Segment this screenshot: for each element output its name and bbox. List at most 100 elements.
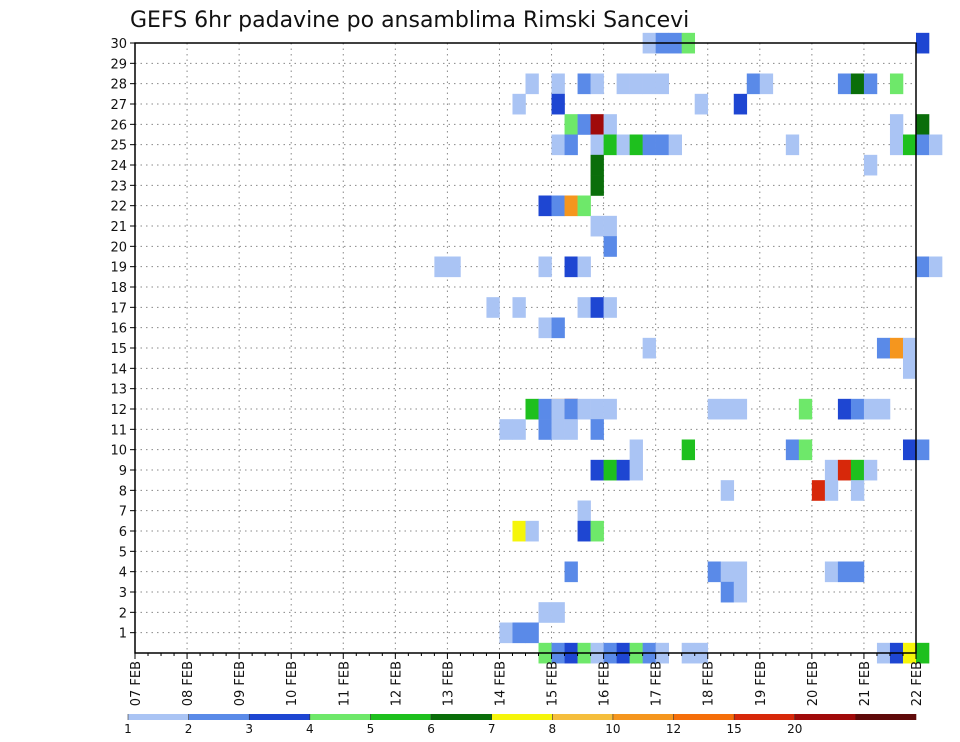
colorbar-swatch [249,714,311,720]
heatmap-cell [746,73,761,95]
colorbar-label: 15 [727,722,742,736]
heatmap-cell [564,195,578,217]
heatmap-cell [694,93,709,115]
y-tick-label: 17 [110,301,127,316]
x-tick-label: 14 FEB [493,661,508,706]
y-tick-label: 22 [110,200,127,215]
x-tick-label: 19 FEB [754,661,769,706]
heatmap-cell [525,520,539,542]
colorbar-swatch [370,714,432,720]
heatmap-cell [538,602,552,623]
heatmap-cell [564,561,578,583]
heatmap-cell [642,134,656,156]
heatmap-cell [564,398,578,420]
heatmap-cell [577,297,591,318]
heatmap-cell [616,134,630,156]
x-tick-label: 18 FEB [702,661,717,706]
heatmap-cell [629,459,643,481]
heatmap-cell [590,419,604,440]
heatmap-cell [720,581,735,603]
colorbar-swatch [734,714,796,720]
heatmap-cell [590,215,604,237]
colorbar-label: 2 [185,722,193,736]
heatmap-cell [564,114,578,135]
y-tick-label: 16 [110,322,127,337]
y-tick-label: 5 [119,545,127,560]
heatmap-cell [916,642,930,664]
heatmap-cell [837,459,852,481]
heatmap-cell [707,398,722,420]
y-tick-label: 28 [110,78,127,93]
y-tick-label: 20 [110,240,127,255]
x-axis-ticks: 07 FEB 08 FEB 09 FEB 10 FEB 11 FEB 12 FEB 13 F… [129,653,925,706]
x-tick-label: 07 FEB [129,661,144,706]
heatmap-cell [916,256,930,278]
heatmap-cell [668,134,682,156]
heatmap-cell [629,439,643,461]
colorbar-label: 7 [488,722,496,736]
y-tick-label: 7 [119,505,127,520]
heatmap-cell [916,32,930,54]
heatmap-cell [590,114,604,135]
heatmap-cell [733,581,748,603]
x-tick-label: 15 FEB [546,661,561,706]
heatmap-cell [876,398,891,420]
heatmap-cell [837,398,852,420]
x-tick-label: 10 FEB [285,661,300,706]
heatmap-cell [824,459,839,481]
heatmap-cell [551,134,565,156]
x-tick-label: 22 FEB [910,661,925,706]
heatmap-cell [889,134,904,156]
y-tick-label: 18 [110,281,127,296]
heatmap-cell [577,114,591,135]
heatmap-cell [551,93,565,115]
heatmap-cell [512,297,526,318]
heatmap-cell [798,398,813,420]
heatmap-cell [538,398,552,420]
heatmap-cell [720,561,735,583]
y-tick-label: 8 [119,484,127,499]
heatmap-cell [603,134,617,156]
heatmap-cell [525,73,539,95]
heatmap-cell [824,480,839,501]
heatmap-cell [876,337,891,359]
heatmap-cell [590,175,604,196]
heatmap-cell [616,73,630,95]
y-tick-label: 15 [110,342,127,357]
heatmap-cell [603,215,617,237]
heatmap-cell [824,561,839,583]
heatmap-cell [850,459,865,481]
colorbar-swatch [794,714,856,720]
heatmap-cell [850,561,865,583]
y-tick-label: 11 [110,423,127,438]
y-tick-label: 27 [110,98,127,113]
y-tick-label: 21 [110,220,127,235]
y-tick-label: 29 [110,57,127,72]
heatmap-cell [577,73,591,95]
y-tick-label: 9 [119,464,127,479]
heatmap-cell [785,134,800,156]
x-tick-label: 08 FEB [181,661,196,706]
heatmap-cell [733,398,748,420]
heatmap-cell [655,134,669,156]
heatmap-cell [889,337,904,359]
colorbar-swatch [188,714,250,720]
colorbar-label: 4 [306,722,314,736]
y-tick-label: 10 [110,444,127,459]
heatmap-cell [590,134,604,156]
heatmap-cell [577,500,591,522]
colorbar-label: 10 [605,722,620,736]
chart-title: GEFS 6hr padavine po ansamblima Rimski S… [130,8,689,33]
heatmap-cell [603,114,617,135]
y-tick-label: 25 [110,139,127,154]
heatmap-cell [538,419,552,440]
heatmap-cell [551,73,565,95]
heatmap-cell [551,602,565,623]
heatmap-cell [889,114,904,135]
y-tick-label: 13 [110,383,127,398]
colorbar-swatch [612,714,674,720]
heatmap-cell [850,480,865,501]
heatmap-cell [551,398,565,420]
heatmap-cell [616,459,630,481]
heatmap-cell [603,236,617,257]
